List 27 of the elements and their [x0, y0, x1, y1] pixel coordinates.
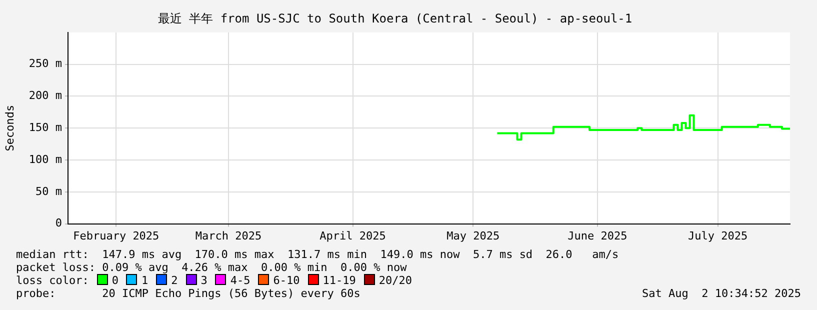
legend-title: loss color: [16, 274, 89, 287]
y-tick-label: 0 [55, 216, 62, 230]
x-tick-label: May 2025 [446, 229, 500, 242]
text: Sat Aug 2 10:34:52 2025 [642, 287, 801, 300]
legend-label: 3 [200, 274, 208, 287]
legend-label: 0 [112, 274, 118, 287]
legend-label: 4-5 [230, 274, 250, 287]
legend-label: 11-19 [322, 274, 356, 287]
y-tick-label: 100 m [28, 152, 62, 166]
y-tick-label: 250 m [28, 57, 62, 70]
x-tick-label: April 2025 [320, 229, 386, 242]
x-tick-label: June 2025 [568, 229, 628, 242]
legend-label: 1 [141, 274, 148, 287]
text: packet loss: 0.09 % avg 4.26 % max 0.00 % min 0.00 % now [16, 261, 407, 274]
legend-label: 6-10 [273, 274, 300, 287]
y-axis-title: Seconds [3, 104, 16, 152]
chart-title: 最近 半年 from US-SJC to South Koera (Central - Seoul) - ap-seoul-1 [158, 11, 632, 26]
y-tick-label: 50 m [36, 184, 62, 198]
y-tick-label: 150 m [28, 120, 62, 134]
legend-label: 20/20 [378, 274, 412, 287]
legend-label: 2 [171, 274, 178, 287]
x-tick-label: February 2025 [73, 229, 160, 242]
y-tick-label: 200 m [28, 89, 62, 102]
text: probe: 20 ICMP Echo Pings (56 Bytes) every 60s [16, 287, 360, 300]
x-tick-label: March 2025 [195, 229, 262, 242]
x-tick-label: July 2025 [688, 229, 748, 242]
text: median rtt: 147.9 ms avg 170.0 ms max 131.7 ms min 149.0 ms now 5.7 ms sd 26.0 am/s [16, 248, 619, 261]
